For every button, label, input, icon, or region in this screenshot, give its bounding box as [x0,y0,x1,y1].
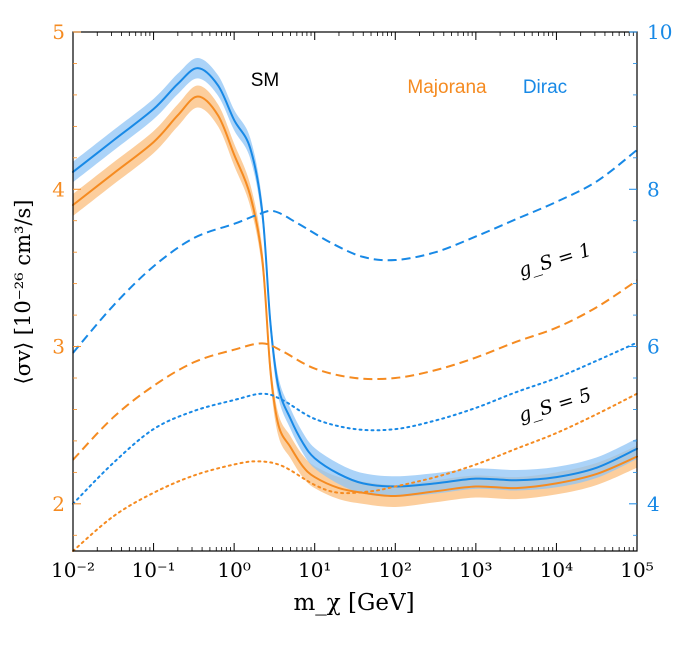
line-g-s-5-majorana [72,392,638,552]
y-axis-label: ⟨σv⟩ [10⁻²⁶ cm³/s] [11,200,35,385]
band-dirac [73,57,637,497]
y-left-tick-label: 5 [52,20,65,44]
plot-frame [72,31,638,552]
x-tick-label: 10⁵ [620,558,653,582]
line-sm-majorana [72,95,638,497]
x-tick-label: 10⁻¹ [132,558,176,582]
x-tick-label: 10¹ [298,558,331,582]
axis-ticks: 10⁻² 10⁻¹ 10⁰ 10¹ 10² 10³ 10⁴ 10⁵ 2 3 4 5 4 6 8 10 [51,20,672,582]
legend-sm: SM [251,70,280,91]
legend-dirac: Dirac [523,77,567,98]
x-tick-label: 10³ [459,558,492,582]
y-left-tick-label: 4 [52,177,65,201]
y-left-tick-label: 3 [52,335,65,359]
x-tick-label: 10⁻² [51,558,95,582]
legend-majorana: Majorana [407,77,487,98]
line-sm-dirac [72,67,638,488]
line-g-s-5-dirac [72,341,638,505]
band-majorana [73,85,637,507]
x-axis-label: m_χ [GeV] [293,590,414,616]
x-tick-label: 10⁴ [540,558,573,582]
sm-bands [73,57,637,507]
series-lines [72,67,638,552]
annotation-gs1: g_S = 1 [516,239,594,282]
line-g-s-1-dirac [72,149,638,354]
x-tick-label: 10⁰ [217,558,250,582]
y-right-tick-label: 10 [647,20,672,44]
line-g-s-1-majorana [72,279,638,461]
y-right-tick-label: 6 [647,335,660,359]
y-left-tick-label: 2 [52,492,65,516]
y-right-tick-label: 8 [647,177,660,201]
y-right-tick-label: 4 [647,492,660,516]
x-tick-label: 10² [379,558,412,582]
